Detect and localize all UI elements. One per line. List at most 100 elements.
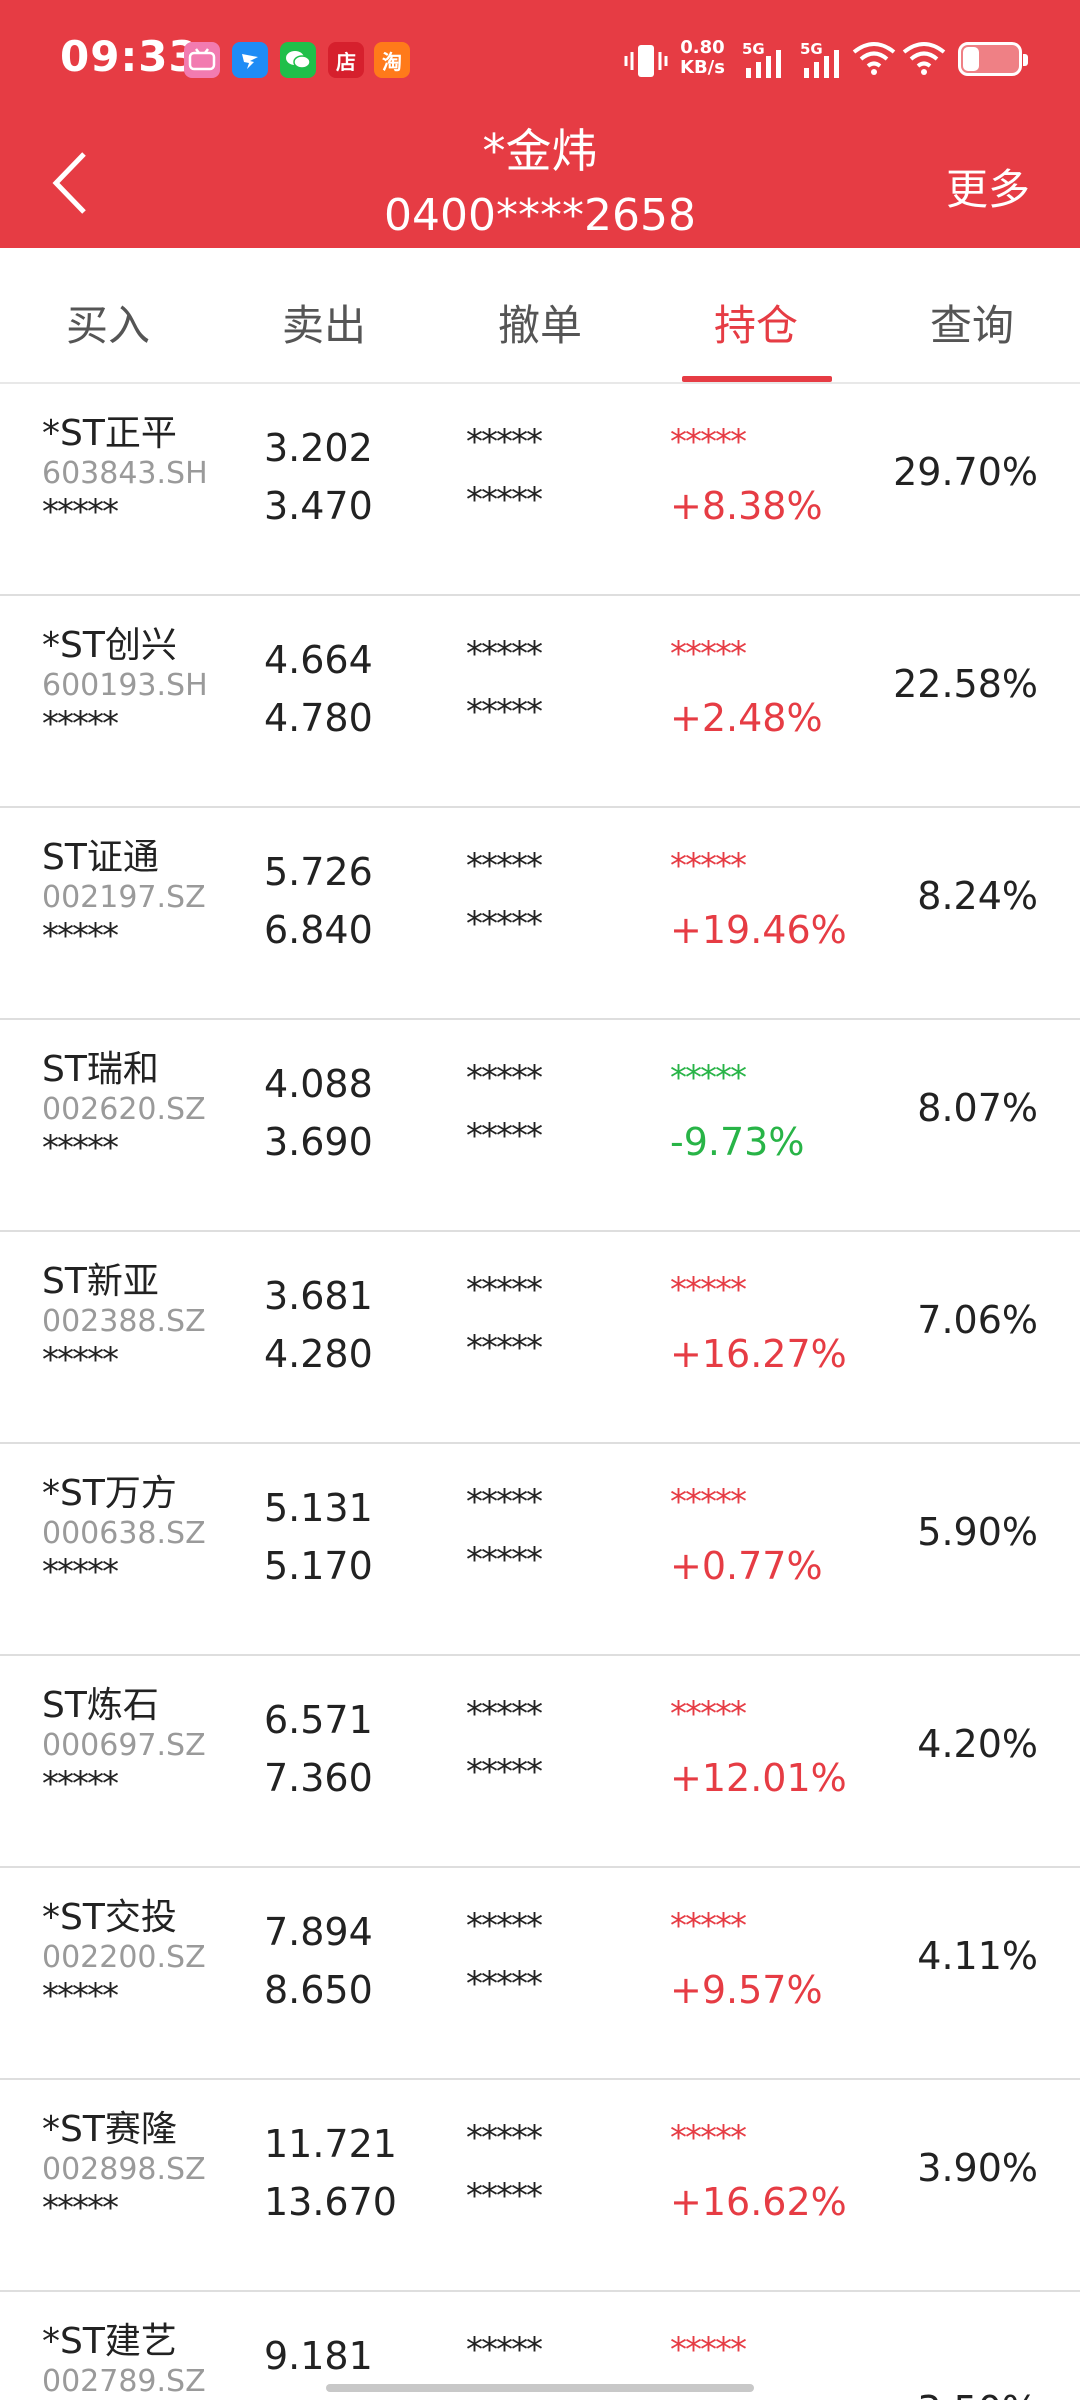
stock-name: *ST万方 — [42, 1473, 177, 1514]
masked-quantity: ***** — [466, 2118, 543, 2158]
position-ratio: 8.07% — [917, 1086, 1038, 1130]
cost-price: 6.571 — [264, 1698, 373, 1742]
position-row[interactable]: ST炼石 000697.SZ ***** 6.571 7.360 ***** *… — [0, 1656, 1080, 1868]
chevron-left-icon — [52, 152, 86, 214]
position-ratio: 22.58% — [893, 662, 1038, 706]
wechat-icon — [280, 42, 316, 78]
current-price: 6.840 — [264, 908, 373, 952]
tab-query[interactable]: 查询 — [929, 301, 1014, 350]
masked-quantity: ***** — [466, 2330, 543, 2370]
masked-value: ***** — [42, 492, 119, 532]
cost-price: 3.681 — [264, 1274, 373, 1318]
signal-5g-2-icon: 5G — [800, 40, 854, 80]
active-tab-indicator — [682, 376, 832, 382]
tab-positions[interactable]: 持仓 — [713, 301, 798, 350]
position-row[interactable]: *ST万方 000638.SZ ***** 5.131 5.170 ***** … — [0, 1444, 1080, 1656]
masked-value: ***** — [42, 1340, 119, 1380]
masked-quantity: ***** — [466, 422, 543, 462]
masked-available: ***** — [466, 480, 543, 520]
masked-quantity: ***** — [466, 1694, 543, 1734]
more-button[interactable]: 更多 — [945, 165, 1030, 214]
tab-sell[interactable]: 卖出 — [281, 301, 366, 350]
position-row[interactable]: *ST交投 002200.SZ ***** 7.894 8.650 ***** … — [0, 1868, 1080, 2080]
current-price: 3.690 — [264, 1120, 373, 1164]
cost-price: 5.131 — [264, 1486, 373, 1530]
cost-price: 3.202 — [264, 426, 373, 470]
stock-code: 600193.SH — [42, 668, 208, 703]
top-bar: 09:33 店 淘 0.80 KB/s 5G 5G — [0, 0, 1080, 248]
cost-price: 5.726 — [264, 850, 373, 894]
current-price: 8.650 — [264, 1968, 373, 2012]
position-ratio: 7.06% — [917, 1298, 1038, 1342]
profit-percent: +8.38% — [670, 484, 823, 528]
masked-profit: ***** — [670, 1482, 747, 1522]
stock-name: ST炼石 — [42, 1685, 159, 1726]
stock-name: *ST赛隆 — [42, 2109, 177, 2150]
cost-price: 4.664 — [264, 638, 373, 682]
current-price: 13.670 — [264, 2180, 397, 2224]
profit-percent: +9.57% — [670, 1968, 823, 2012]
stock-name: *ST正平 — [42, 413, 177, 454]
position-row[interactable]: ST瑞和 002620.SZ ***** 4.088 3.690 ***** *… — [0, 1020, 1080, 1232]
masked-available: ***** — [466, 1116, 543, 1156]
masked-quantity: ***** — [466, 1270, 543, 1310]
position-row[interactable]: *ST赛隆 002898.SZ ***** 11.721 13.670 ****… — [0, 2080, 1080, 2292]
signal-2-label: 5G — [800, 40, 823, 58]
signal-5g-1-icon: 5G — [742, 40, 796, 80]
position-row[interactable]: *ST建艺 002789.SZ 9.181 ***** ***** 3.50% — [0, 2292, 1080, 2400]
bilibili-icon — [184, 42, 220, 78]
position-row[interactable]: *ST正平 603843.SH ***** 3.202 3.470 ***** … — [0, 384, 1080, 596]
stock-name: *ST创兴 — [42, 625, 177, 666]
profit-percent: +0.77% — [670, 1544, 823, 1588]
home-indicator[interactable] — [326, 2384, 754, 2392]
masked-value: ***** — [42, 1764, 119, 1804]
net-speed-value: 0.80 — [680, 37, 725, 58]
masked-value: ***** — [42, 2188, 119, 2228]
masked-available: ***** — [466, 1540, 543, 1580]
tab-cancel-order[interactable]: 撤单 — [497, 301, 582, 350]
profit-percent: +2.48% — [670, 696, 823, 740]
current-price: 3.470 — [264, 484, 373, 528]
cost-price: 7.894 — [264, 1910, 373, 1954]
net-speed-unit: KB/s — [680, 57, 725, 78]
masked-profit: ***** — [670, 2330, 747, 2370]
profit-percent: +16.27% — [670, 1332, 847, 1376]
back-button[interactable] — [50, 148, 90, 218]
stock-code: 000697.SZ — [42, 1728, 206, 1763]
profit-percent: -9.73% — [670, 1120, 805, 1164]
status-time: 09:33 — [60, 32, 199, 81]
wifi-icon — [852, 40, 896, 80]
position-ratio: 3.90% — [917, 2146, 1038, 2190]
vibrate-icon — [624, 42, 668, 84]
status-bar: 09:33 店 淘 0.80 KB/s 5G 5G — [0, 0, 1080, 120]
masked-available: ***** — [466, 904, 543, 944]
tab-buy[interactable]: 买入 — [65, 301, 150, 350]
account-number: 0400****2658 — [384, 190, 696, 241]
page-title: *金炜 — [482, 124, 598, 178]
position-ratio: 5.90% — [917, 1510, 1038, 1554]
masked-value: ***** — [42, 704, 119, 744]
masked-quantity: ***** — [466, 1058, 543, 1098]
position-ratio: 3.50% — [917, 2388, 1038, 2400]
stock-name: *ST交投 — [42, 1897, 177, 1938]
masked-profit: ***** — [670, 634, 747, 674]
masked-profit: ***** — [670, 1906, 747, 1946]
position-row[interactable]: ST证通 002197.SZ ***** 5.726 6.840 ***** *… — [0, 808, 1080, 1020]
current-price: 7.360 — [264, 1756, 373, 1800]
masked-available: ***** — [466, 1964, 543, 2004]
current-price: 5.170 — [264, 1544, 373, 1588]
masked-quantity: ***** — [466, 846, 543, 886]
position-row[interactable]: *ST创兴 600193.SH ***** 4.664 4.780 ***** … — [0, 596, 1080, 808]
stock-code: 000638.SZ — [42, 1516, 206, 1551]
position-ratio: 29.70% — [893, 450, 1038, 494]
stock-code: 603843.SH — [42, 456, 208, 491]
masked-quantity: ***** — [466, 1906, 543, 1946]
stock-name: ST瑞和 — [42, 1049, 159, 1090]
masked-value: ***** — [42, 1552, 119, 1592]
shop-icon-label: 店 — [336, 49, 356, 74]
position-ratio: 4.20% — [917, 1722, 1038, 1766]
positions-list[interactable]: *ST正平 603843.SH ***** 3.202 3.470 ***** … — [0, 384, 1080, 2400]
dingtalk-icon — [232, 42, 268, 78]
masked-quantity: ***** — [466, 634, 543, 674]
position-row[interactable]: ST新亚 002388.SZ ***** 3.681 4.280 ***** *… — [0, 1232, 1080, 1444]
